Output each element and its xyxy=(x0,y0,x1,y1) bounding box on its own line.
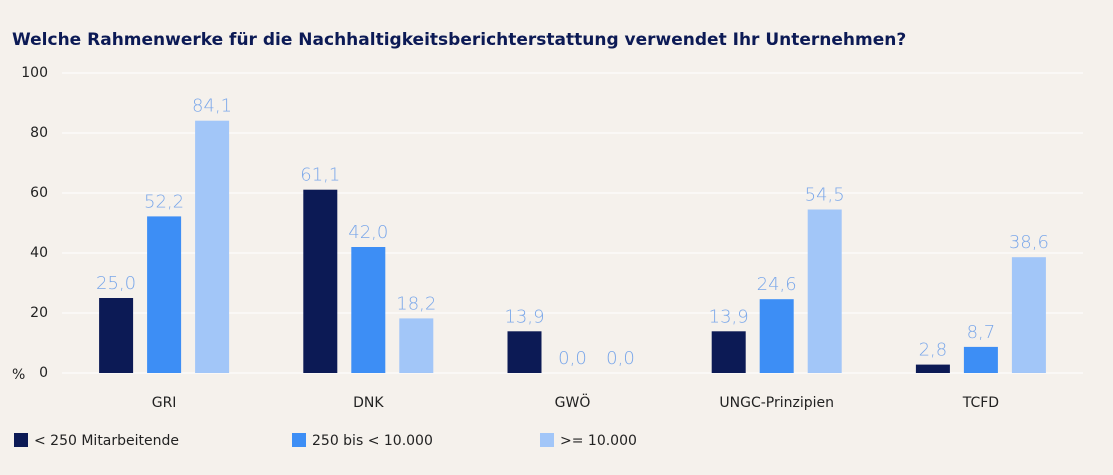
value-label: 0,0 xyxy=(606,348,635,369)
bar xyxy=(195,120,230,373)
legend-swatch xyxy=(14,433,28,447)
bar xyxy=(303,189,338,373)
value-label: 0,0 xyxy=(558,348,587,369)
bar xyxy=(147,216,182,373)
value-label: 84,1 xyxy=(192,96,232,117)
value-label: 24,6 xyxy=(757,274,797,295)
value-label: 2,8 xyxy=(919,340,948,361)
legend-label: 250 bis < 10.000 xyxy=(312,433,433,449)
value-label: 13,9 xyxy=(709,306,749,327)
value-label: 38,6 xyxy=(1009,232,1049,253)
x-tick-label: UNGC-Prinzipien xyxy=(719,395,834,411)
bar xyxy=(99,298,134,373)
bar xyxy=(759,299,794,373)
bar xyxy=(711,331,746,373)
bar xyxy=(963,346,998,373)
bar xyxy=(1011,257,1046,373)
value-label: 52,2 xyxy=(144,191,184,212)
y-tick-label: 60 xyxy=(30,185,48,201)
y-tick-label: 40 xyxy=(30,245,48,261)
bar xyxy=(351,247,386,373)
value-label: 18,2 xyxy=(396,293,436,314)
y-tick-label: 20 xyxy=(30,305,48,321)
bar xyxy=(507,331,542,373)
value-label: 8,7 xyxy=(967,322,996,343)
y-tick-label: 100 xyxy=(21,65,48,81)
legend-swatch xyxy=(540,433,554,447)
legend-label: >= 10.000 xyxy=(560,433,637,449)
x-tick-label: DNK xyxy=(353,395,384,411)
x-tick-label: TCFD xyxy=(962,395,999,411)
value-label: 61,1 xyxy=(300,165,340,186)
bar xyxy=(807,209,842,373)
x-tick-label: GRI xyxy=(152,395,177,411)
y-tick-label: 80 xyxy=(30,125,48,141)
legend-label: < 250 Mitarbeitende xyxy=(34,433,179,449)
legend-swatch xyxy=(292,433,306,447)
bar xyxy=(399,318,434,373)
y-tick-label: 0 xyxy=(39,365,48,381)
value-label: 25,0 xyxy=(96,273,136,294)
x-tick-label: GWÖ xyxy=(555,393,591,411)
value-label: 54,5 xyxy=(805,185,845,206)
value-label: 13,9 xyxy=(504,306,544,327)
y-axis-label: % xyxy=(12,367,25,383)
bar xyxy=(915,364,950,373)
value-label: 42,0 xyxy=(348,222,388,243)
chart-title: Welche Rahmenwerke für die Nachhaltigkei… xyxy=(12,30,906,50)
